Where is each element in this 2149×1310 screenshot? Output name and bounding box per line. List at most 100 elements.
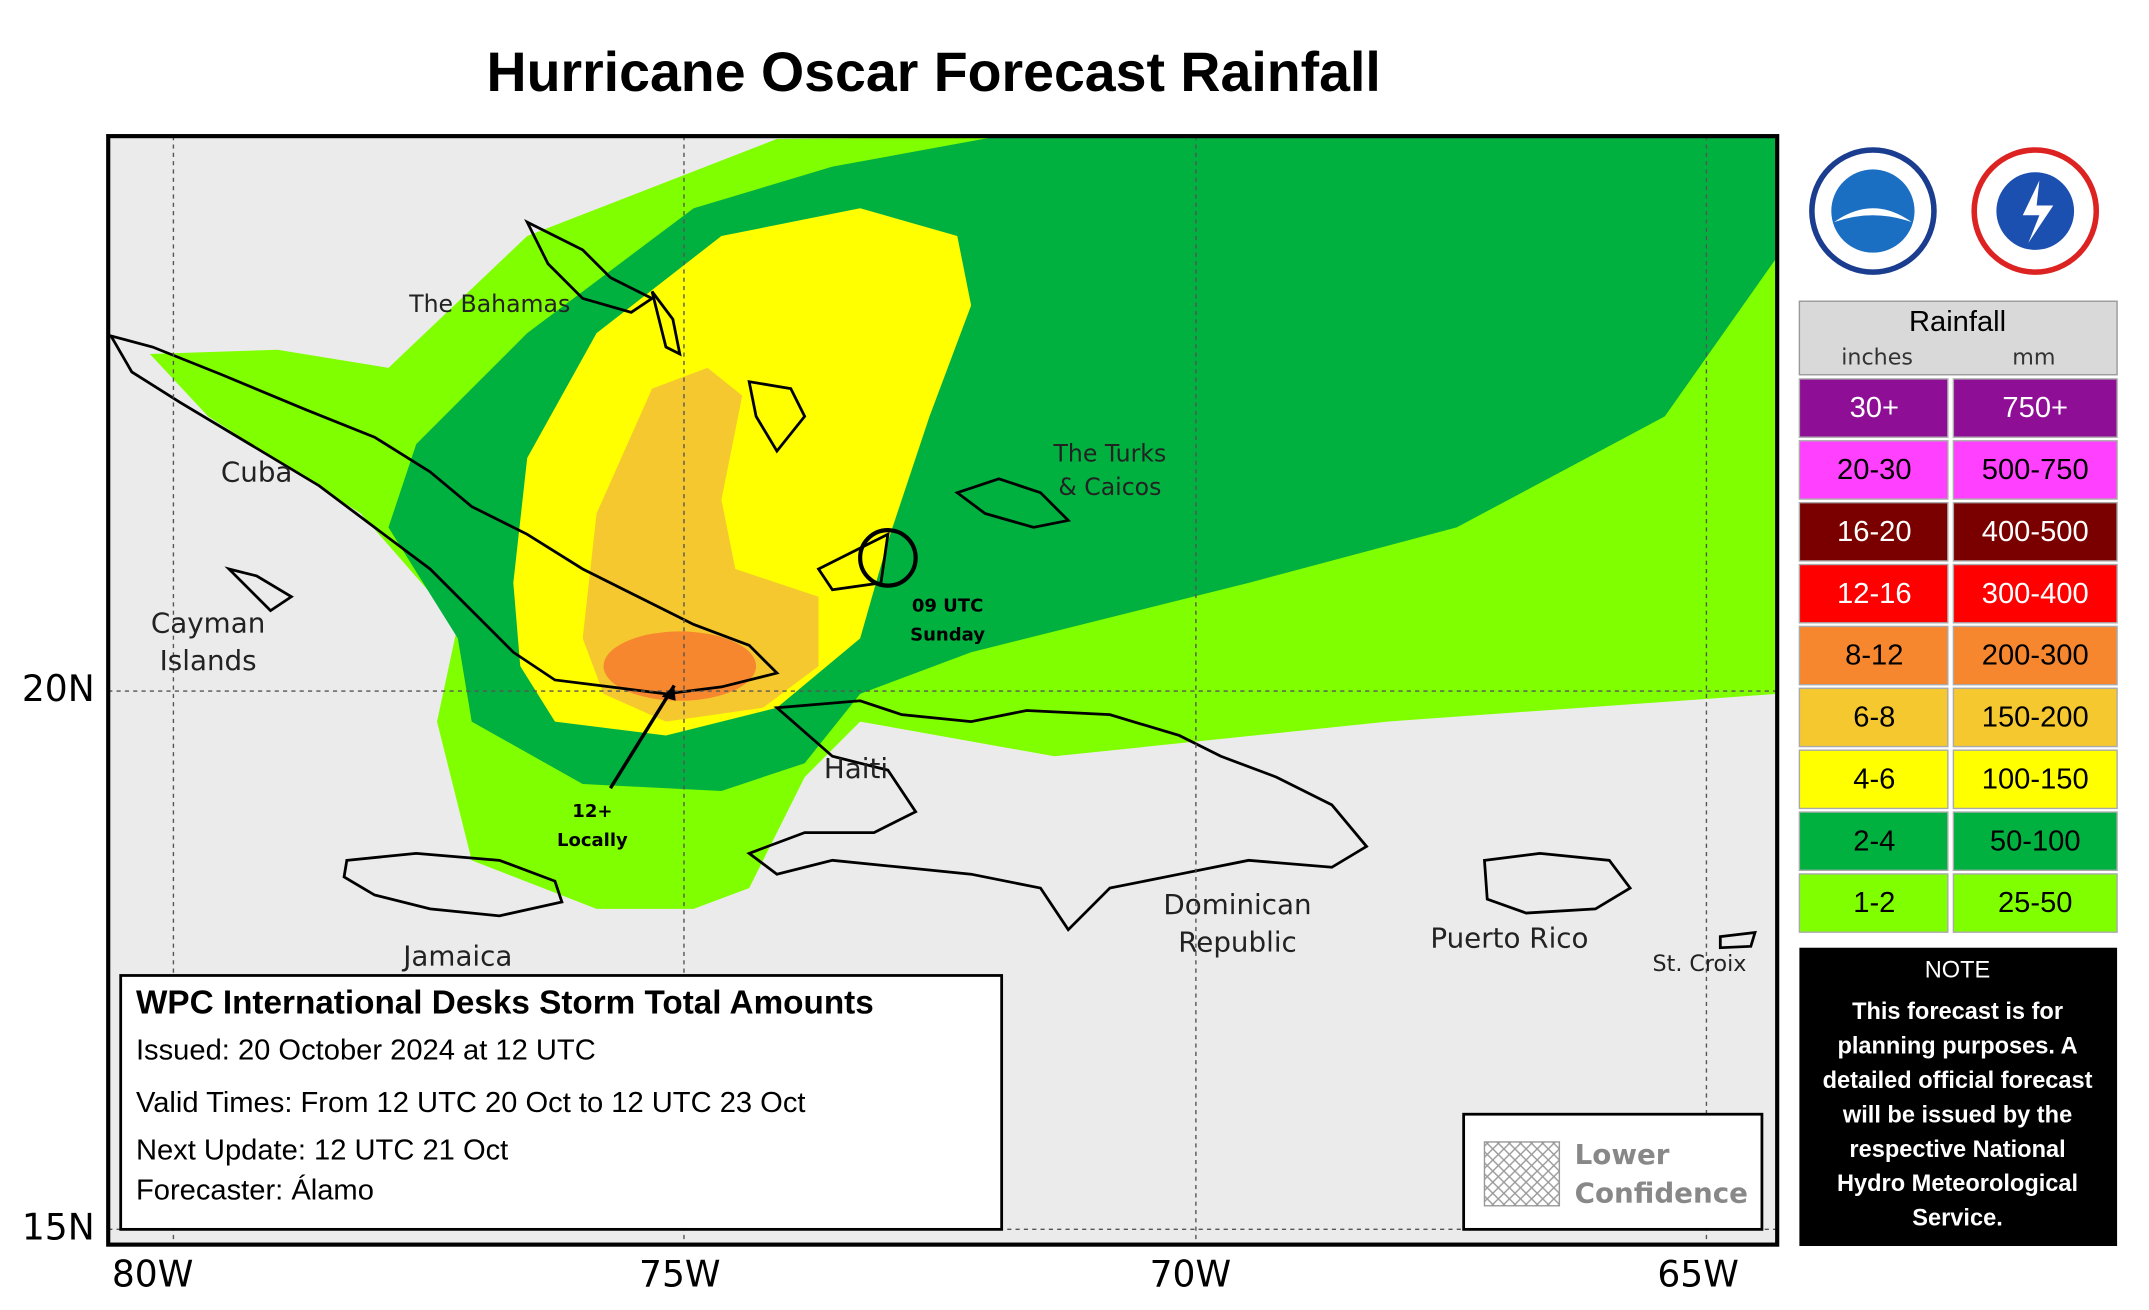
latitude-label: 15N xyxy=(22,1206,95,1248)
legend-inches: 1-2 xyxy=(1853,887,1895,919)
legend-swatch xyxy=(1952,378,2118,438)
legend-swatch xyxy=(1952,501,2118,562)
coastline xyxy=(1718,930,1757,950)
note-line: Service. xyxy=(1912,1205,2002,1231)
place-label: Republic xyxy=(1178,926,1297,959)
nws-bolt xyxy=(2022,180,2054,243)
longitude-label: 80W xyxy=(112,1254,194,1296)
confidence-label: Lower xyxy=(1575,1138,1670,1171)
place-label: St. Croix xyxy=(1653,951,1747,977)
note-box xyxy=(1799,947,2118,1247)
place-label: Cayman xyxy=(151,606,265,639)
hatch-swatch xyxy=(1483,1141,1561,1207)
legend-swatch xyxy=(1952,563,2118,624)
legend-mm: 100-150 xyxy=(1982,763,2089,795)
annotation: 09 UTC xyxy=(912,595,983,616)
note-title: NOTE xyxy=(1925,957,1991,983)
place-label: Puerto Rico xyxy=(1430,921,1588,954)
legend-header xyxy=(1798,300,2118,376)
info-box xyxy=(119,974,1004,1231)
place-label: Haiti xyxy=(824,752,888,785)
longitude-label: 65W xyxy=(1657,1254,1739,1296)
legend-mm: 500-750 xyxy=(1982,454,2089,486)
coastline xyxy=(342,851,564,918)
coastline xyxy=(746,699,1369,932)
note-line: respective National xyxy=(1849,1136,2065,1162)
legend-swatch xyxy=(1952,625,2118,686)
coastline xyxy=(108,333,780,696)
annotation: Sunday xyxy=(910,625,985,646)
legend-mm: 50-100 xyxy=(1990,825,2081,857)
note-line: detailed official forecast xyxy=(1823,1067,2093,1093)
rain-8-12 xyxy=(603,631,757,701)
map-frame xyxy=(106,134,1780,1247)
info-line: Issued: 20 October 2024 at 12 UTC xyxy=(136,1034,596,1066)
legend-inches: 2-4 xyxy=(1853,825,1895,857)
legend-inches: 30+ xyxy=(1850,392,1899,424)
place-label: Dominican xyxy=(1163,888,1311,921)
legend-swatch xyxy=(1798,625,1949,686)
note-line: This forecast is for xyxy=(1852,998,2063,1024)
coastline xyxy=(816,531,890,592)
legend-inches: 6-8 xyxy=(1853,702,1895,734)
info-line: Valid Times: From 12 UTC 20 Oct to 12 UT… xyxy=(136,1087,806,1119)
rain-6-8 xyxy=(582,367,819,722)
coastline xyxy=(747,379,807,454)
legend-swatch xyxy=(1798,687,1949,748)
legend-swatch xyxy=(1798,811,1949,872)
legend-mm: 150-200 xyxy=(1982,702,2089,734)
title: Hurricane Oscar Forecast Rainfall xyxy=(487,41,1381,103)
legend-mm: 300-400 xyxy=(1982,578,2089,610)
info-line: Next Update: 12 UTC 21 Oct xyxy=(136,1134,508,1166)
legend-swatch xyxy=(1952,749,2118,810)
legend-swatch xyxy=(1952,873,2118,933)
legend-unit: mm xyxy=(2012,345,2055,371)
latitude-label: 20N xyxy=(22,668,95,710)
annotation: Locally xyxy=(557,830,628,851)
legend-mm: 400-500 xyxy=(1982,516,2089,548)
arrowhead xyxy=(661,685,676,701)
info-title: WPC International Desks Storm Total Amou… xyxy=(136,984,874,1021)
legend-swatch xyxy=(1798,749,1949,810)
longitude-label: 75W xyxy=(639,1254,721,1296)
storm-position xyxy=(858,528,918,588)
legend-inches: 20-30 xyxy=(1837,454,1912,486)
place-label: Jamaica xyxy=(401,939,512,972)
coastline xyxy=(224,566,294,613)
legend-swatch xyxy=(1952,811,2118,872)
legend-swatch xyxy=(1952,687,2118,748)
annotation: 12+ xyxy=(572,801,612,822)
legend-swatch xyxy=(1952,440,2118,500)
legend-mm: 200-300 xyxy=(1982,640,2089,672)
longitude-label: 70W xyxy=(1150,1254,1232,1296)
note-line: will be issued by the xyxy=(1842,1101,2072,1127)
place-label: The Bahamas xyxy=(408,290,570,318)
confidence-label: Confidence xyxy=(1575,1177,1748,1210)
legend-swatch xyxy=(1798,501,1949,562)
note-line: planning purposes. A xyxy=(1837,1033,2077,1059)
place-label: & Caicos xyxy=(1058,473,1161,501)
info-line: Forecaster: Álamo xyxy=(136,1174,374,1207)
noaa-bird xyxy=(1834,208,1912,223)
place-label: Islands xyxy=(160,644,257,677)
legend-unit: inches xyxy=(1841,345,1913,371)
legend-swatch xyxy=(1798,563,1949,624)
place-label: Cuba xyxy=(221,455,293,488)
legend-inches: 4-6 xyxy=(1853,763,1895,795)
legend-title: Rainfall xyxy=(1909,306,2006,338)
coastline xyxy=(524,219,655,314)
legend-swatch xyxy=(1798,873,1949,933)
coastline xyxy=(650,290,682,357)
legend-swatch xyxy=(1798,378,1949,438)
legend-inches: 8-12 xyxy=(1845,640,1903,672)
legend-inches: 16-20 xyxy=(1837,516,1912,548)
place-label: The Turks xyxy=(1053,440,1167,468)
note-line: Hydro Meteorological xyxy=(1837,1170,2078,1196)
legend-swatch xyxy=(1798,440,1949,500)
legend-inches: 12-16 xyxy=(1837,578,1912,610)
arrow xyxy=(608,684,676,790)
legend-mm: 25-50 xyxy=(1998,887,2072,919)
